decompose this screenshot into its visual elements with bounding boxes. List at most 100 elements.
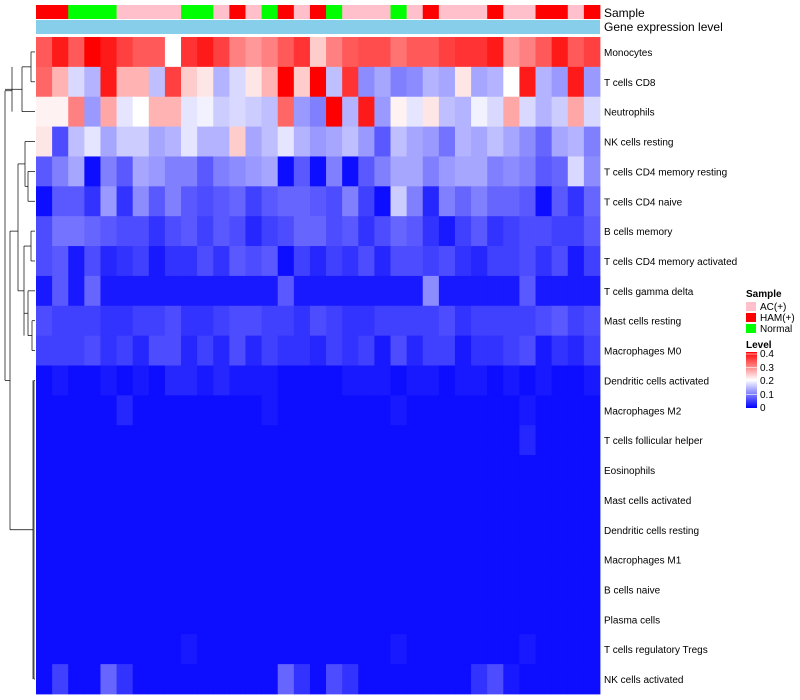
legend-label-ham: HAM(+): [760, 313, 795, 324]
row-label: Monocytes: [604, 48, 652, 59]
heatmap-cell: [116, 604, 134, 635]
heatmap-cell: [503, 574, 520, 605]
heatmap-cell: [454, 604, 472, 635]
heatmap-cell: [277, 335, 295, 366]
heatmap-cell: [551, 544, 569, 575]
row-dendrogram: [4, 51, 35, 680]
sample-annotation-cell: [261, 5, 279, 19]
heatmap-cell: [551, 425, 569, 456]
heatmap-cell: [148, 664, 166, 695]
heatmap-cell: [358, 664, 375, 695]
heatmap-cell: [36, 126, 53, 157]
heatmap-cell: [68, 186, 85, 217]
heatmap-cell: [148, 634, 166, 665]
heatmap-cell: [277, 126, 295, 157]
heatmap-cell: [551, 365, 569, 396]
heatmap-cell: [374, 425, 391, 456]
sample-annotation-cell: [487, 5, 504, 19]
heatmap-cell: [422, 664, 440, 695]
heatmap-cell: [213, 37, 230, 68]
heatmap-cell: [390, 66, 408, 98]
row-label: Eosinophils: [604, 466, 655, 477]
heatmap-cell: [261, 186, 279, 217]
heatmap-cell: [535, 186, 553, 217]
heatmap-cell: [36, 634, 53, 665]
heatmap-cell: [390, 514, 408, 546]
heatmap-cell: [245, 634, 262, 665]
heatmap-cell: [422, 305, 440, 337]
heatmap-cell: [261, 37, 279, 68]
heatmap-cell: [52, 484, 69, 516]
heatmap-cell: [326, 216, 343, 247]
heatmap-cell: [309, 275, 327, 307]
heatmap-cell: [567, 395, 585, 426]
heatmap-cell: [551, 335, 569, 366]
heatmap-cell: [197, 37, 214, 68]
heatmap-cell: [181, 66, 198, 98]
heatmap-cell: [116, 156, 134, 187]
heatmap-cell: [293, 604, 311, 635]
heatmap-cell: [229, 514, 246, 546]
heatmap-cell: [438, 395, 456, 426]
heatmap-cell: [454, 305, 472, 337]
heatmap-cell: [181, 37, 198, 68]
heatmap-cell: [374, 156, 391, 187]
heatmap-cell: [390, 96, 408, 127]
heatmap-cell: [68, 66, 85, 98]
heatmap-cell: [197, 275, 214, 307]
heatmap-cell: [261, 395, 279, 426]
heatmap-cell: [116, 66, 134, 98]
row-label: Macrophages M2: [604, 406, 682, 417]
heatmap-cell: [181, 126, 198, 157]
heatmap-cell: [374, 514, 391, 546]
heatmap-cell: [293, 305, 311, 337]
heatmap-cell: [583, 484, 601, 516]
heatmap-cell: [213, 216, 230, 247]
heatmap-cell: [197, 634, 214, 665]
row-label: B cells memory: [604, 227, 672, 238]
heatmap-cell: [245, 604, 262, 635]
heatmap-cell: [84, 365, 101, 396]
row-label: T cells regulatory Tregs: [604, 645, 708, 656]
heatmap-cell: [261, 544, 279, 575]
heatmap-cell: [181, 246, 198, 277]
heatmap-cell: [583, 544, 601, 575]
heatmap-cell: [181, 634, 198, 665]
heatmap-cell: [68, 664, 85, 695]
heatmap-cell: [358, 305, 375, 337]
heatmap-cell: [342, 37, 359, 68]
sample-annotation-cell: [326, 5, 343, 19]
heatmap-cell: [213, 335, 230, 366]
heatmap-cell: [277, 365, 295, 396]
heatmap-cell: [309, 186, 327, 217]
heatmap-cell: [519, 96, 536, 127]
heatmap-cell: [567, 275, 585, 307]
heatmap-cell: [390, 365, 408, 396]
heatmap-cell: [309, 455, 327, 486]
heatmap-cell: [148, 455, 166, 486]
heatmap-cell: [68, 455, 85, 486]
heatmap-cell: [422, 395, 440, 426]
heatmap-cell: [519, 455, 536, 486]
heatmap-cell: [583, 664, 601, 695]
heatmap-cell: [213, 544, 230, 575]
heatmap-cell: [84, 455, 101, 486]
heatmap-cell: [132, 425, 150, 456]
heatmap-cell: [36, 574, 53, 605]
sample-annotation-cell: [438, 5, 456, 19]
heatmap-cell: [36, 365, 53, 396]
sample-annotation-cell: [422, 5, 440, 19]
heatmap-cell: [197, 156, 214, 187]
heatmap-cell: [164, 514, 182, 546]
heatmap-cell: [503, 335, 520, 366]
heatmap-cell: [535, 604, 553, 635]
heatmap-cell: [36, 37, 53, 68]
level-legend: Level 0.4 0.3 0.2 0.1 0: [746, 340, 774, 414]
heatmap-cell: [197, 335, 214, 366]
heatmap-cell: [503, 246, 520, 277]
heatmap-cell: [293, 544, 311, 575]
heatmap-cell: [100, 604, 117, 635]
heatmap-cell: [197, 484, 214, 516]
heatmap-cell: [293, 126, 311, 157]
heatmap-cell: [342, 216, 359, 247]
